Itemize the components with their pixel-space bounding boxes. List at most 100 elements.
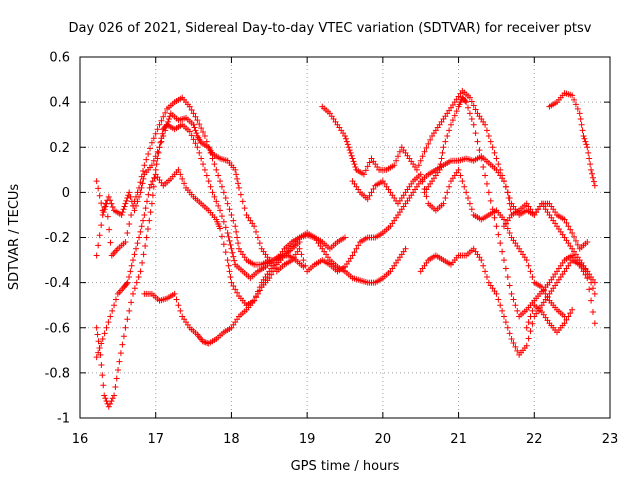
- data-point: [364, 163, 371, 170]
- data-point: [451, 112, 458, 119]
- data-point: [501, 257, 507, 264]
- data-point: [415, 162, 422, 169]
- series-track-4: [93, 166, 348, 361]
- data-point: [588, 297, 595, 304]
- data-point: [523, 324, 530, 331]
- data-point: [461, 183, 468, 190]
- x-tick-label: 20: [375, 432, 392, 447]
- data-point: [362, 167, 369, 174]
- data-point: [393, 157, 400, 164]
- data-point: [506, 229, 513, 236]
- data-point: [421, 148, 428, 155]
- y-tick-label: -0.2: [45, 231, 70, 246]
- data-point: [98, 340, 105, 347]
- data-point: [582, 271, 589, 278]
- data-point: [353, 245, 360, 252]
- series-track-8: [349, 166, 568, 320]
- data-point: [583, 141, 590, 148]
- data-point: [146, 217, 153, 224]
- data-point: [194, 144, 201, 151]
- data-point: [175, 302, 182, 309]
- data-point: [581, 135, 588, 142]
- data-point: [211, 193, 218, 200]
- data-point: [589, 285, 596, 292]
- data-point: [462, 97, 469, 104]
- data-point: [446, 183, 453, 190]
- series-track-12: [546, 90, 598, 189]
- data-point: [137, 179, 144, 186]
- data-point: [502, 183, 509, 190]
- data-point: [580, 268, 587, 275]
- data-point: [230, 253, 237, 260]
- data-point: [254, 288, 261, 295]
- data-point: [155, 149, 162, 156]
- data-point: [143, 234, 150, 241]
- data-point: [501, 178, 507, 185]
- data-point: [218, 183, 225, 190]
- data-point: [423, 144, 430, 151]
- data-point: [220, 241, 227, 248]
- data-point: [463, 189, 470, 196]
- data-point: [529, 320, 536, 327]
- data-point: [213, 198, 220, 205]
- data-point: [482, 268, 489, 275]
- data-point: [584, 144, 591, 151]
- data-point: [224, 200, 231, 207]
- data-point: [194, 117, 201, 124]
- data-point: [105, 193, 112, 200]
- data-point: [94, 331, 101, 338]
- data-point: [151, 174, 158, 181]
- data-point: [108, 398, 115, 405]
- data-point: [472, 130, 479, 137]
- data-point: [527, 268, 534, 275]
- data-point: [165, 116, 172, 123]
- data-point: [231, 257, 238, 264]
- data-point: [455, 166, 462, 173]
- data-point: [131, 251, 138, 258]
- data-point: [124, 229, 131, 236]
- data-point: [514, 347, 521, 354]
- data-point: [207, 149, 214, 156]
- data-point: [226, 237, 233, 244]
- data-point: [217, 225, 224, 232]
- data-point: [93, 354, 100, 361]
- data-point: [512, 343, 519, 350]
- data-point: [107, 400, 114, 407]
- data-point: [370, 185, 377, 192]
- data-point: [105, 319, 112, 326]
- data-point: [137, 268, 144, 275]
- data-point: [588, 279, 595, 286]
- data-point: [227, 241, 234, 248]
- data-point: [525, 335, 532, 342]
- data-point: [508, 290, 515, 297]
- data-point: [136, 184, 143, 191]
- data-point: [130, 257, 136, 264]
- x-tick-label: 23: [602, 432, 619, 447]
- x-tick-label: 18: [223, 432, 240, 447]
- data-point: [425, 140, 432, 147]
- data-point: [147, 145, 154, 152]
- data-point: [103, 324, 110, 331]
- data-point: [112, 383, 119, 390]
- data-point: [268, 271, 275, 278]
- data-point: [417, 157, 424, 164]
- data-point: [128, 262, 135, 269]
- data-point: [119, 209, 126, 216]
- data-point: [218, 233, 225, 240]
- data-point: [343, 138, 350, 145]
- x-axis-label: GPS time / hours: [291, 459, 400, 474]
- data-point: [582, 138, 589, 145]
- data-point: [351, 249, 358, 256]
- data-point: [130, 202, 136, 209]
- data-point: [224, 257, 231, 264]
- data-point: [209, 155, 216, 162]
- data-point: [591, 182, 598, 189]
- data-point: [586, 286, 593, 293]
- data-point: [150, 157, 157, 164]
- data-point: [468, 116, 475, 123]
- data-point: [141, 162, 148, 169]
- data-point: [140, 217, 147, 224]
- data-point: [127, 193, 134, 200]
- data-point: [146, 184, 153, 191]
- data-point: [133, 279, 140, 286]
